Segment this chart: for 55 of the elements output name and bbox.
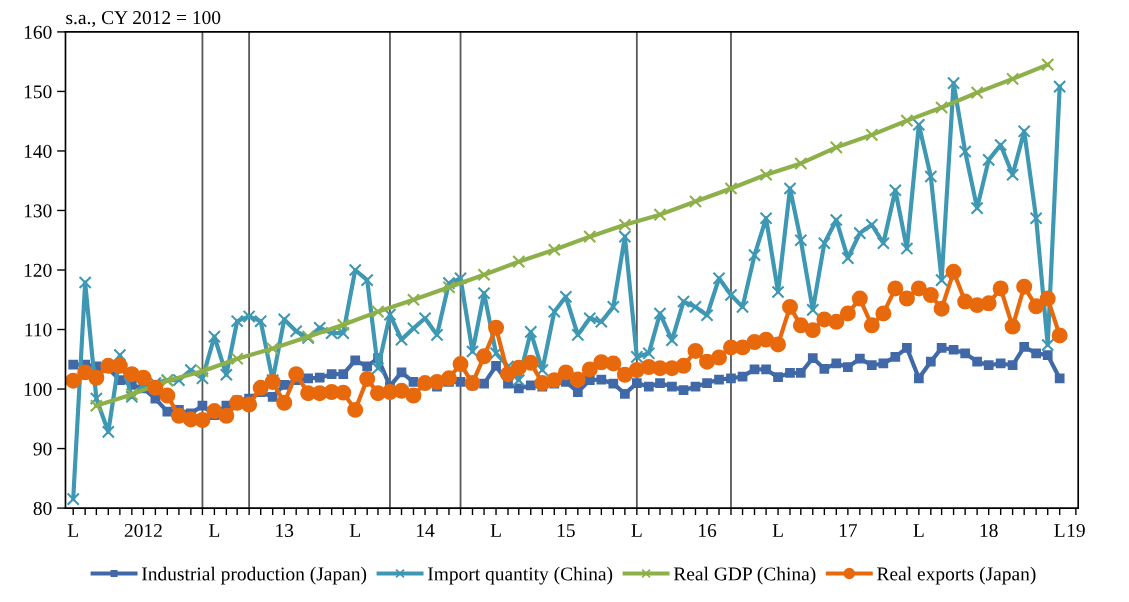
- x-tick-label: L: [913, 524, 924, 537]
- y-tick-label: 110: [25, 323, 52, 337]
- y-axis-title: s.a., CY 2012 = 100: [66, 11, 221, 27]
- point: [336, 318, 350, 332]
- point: [1041, 58, 1055, 72]
- legend-label: Real exports (Japan): [877, 566, 1036, 585]
- point: [970, 86, 984, 100]
- x-tick-label: 19: [1067, 523, 1085, 538]
- x-tick-label: 17: [839, 524, 858, 537]
- y-tick-label: 90: [33, 442, 52, 456]
- legend-label: Real GDP (China): [673, 566, 816, 585]
- point: [759, 168, 773, 182]
- x-tick-label: L: [631, 524, 642, 537]
- point: [794, 156, 808, 171]
- x-tick-label: 14: [417, 524, 435, 537]
- point: [583, 230, 597, 244]
- point: [688, 194, 703, 209]
- x-tick-label: L: [1054, 524, 1065, 537]
- point: [547, 243, 561, 257]
- point: [900, 114, 914, 128]
- x-tick-label: 16: [699, 523, 717, 538]
- x-tick-label: L: [490, 524, 501, 537]
- x-tick-label: 15: [557, 524, 575, 538]
- legend-label: Import quantity (China): [427, 566, 613, 585]
- point: [865, 128, 879, 142]
- point: [442, 280, 456, 294]
- point: [266, 341, 280, 356]
- point: [195, 364, 210, 378]
- point: [89, 399, 103, 413]
- point: [371, 305, 385, 319]
- y-tick-label: 160: [24, 25, 52, 39]
- y-tick-label: 140: [24, 144, 52, 158]
- x-tick-label: 18: [980, 523, 998, 538]
- point: [618, 218, 632, 232]
- point: [406, 293, 421, 307]
- y-tick-label: 80: [33, 501, 52, 516]
- x-tick-label: 13: [276, 523, 294, 538]
- point: [653, 208, 667, 222]
- x-tick-label: L: [209, 524, 220, 537]
- point: [935, 100, 949, 115]
- y-tick-label: 150: [24, 85, 52, 99]
- x-tick-label: 2012: [124, 523, 162, 538]
- point: [829, 140, 843, 154]
- legend-label: Industrial production (Japan): [141, 566, 367, 585]
- point: [512, 255, 526, 269]
- y-tick-label: 100: [24, 382, 52, 396]
- x-tick-label: L: [349, 524, 360, 537]
- point: [724, 181, 738, 196]
- y-tick-label: 120: [24, 263, 52, 277]
- point: [230, 352, 244, 366]
- point: [477, 268, 491, 282]
- y-tick-label: 130: [24, 204, 52, 218]
- x-tick-label: L: [772, 524, 783, 537]
- x-tick-label: L: [67, 524, 78, 537]
- point: [1006, 72, 1020, 86]
